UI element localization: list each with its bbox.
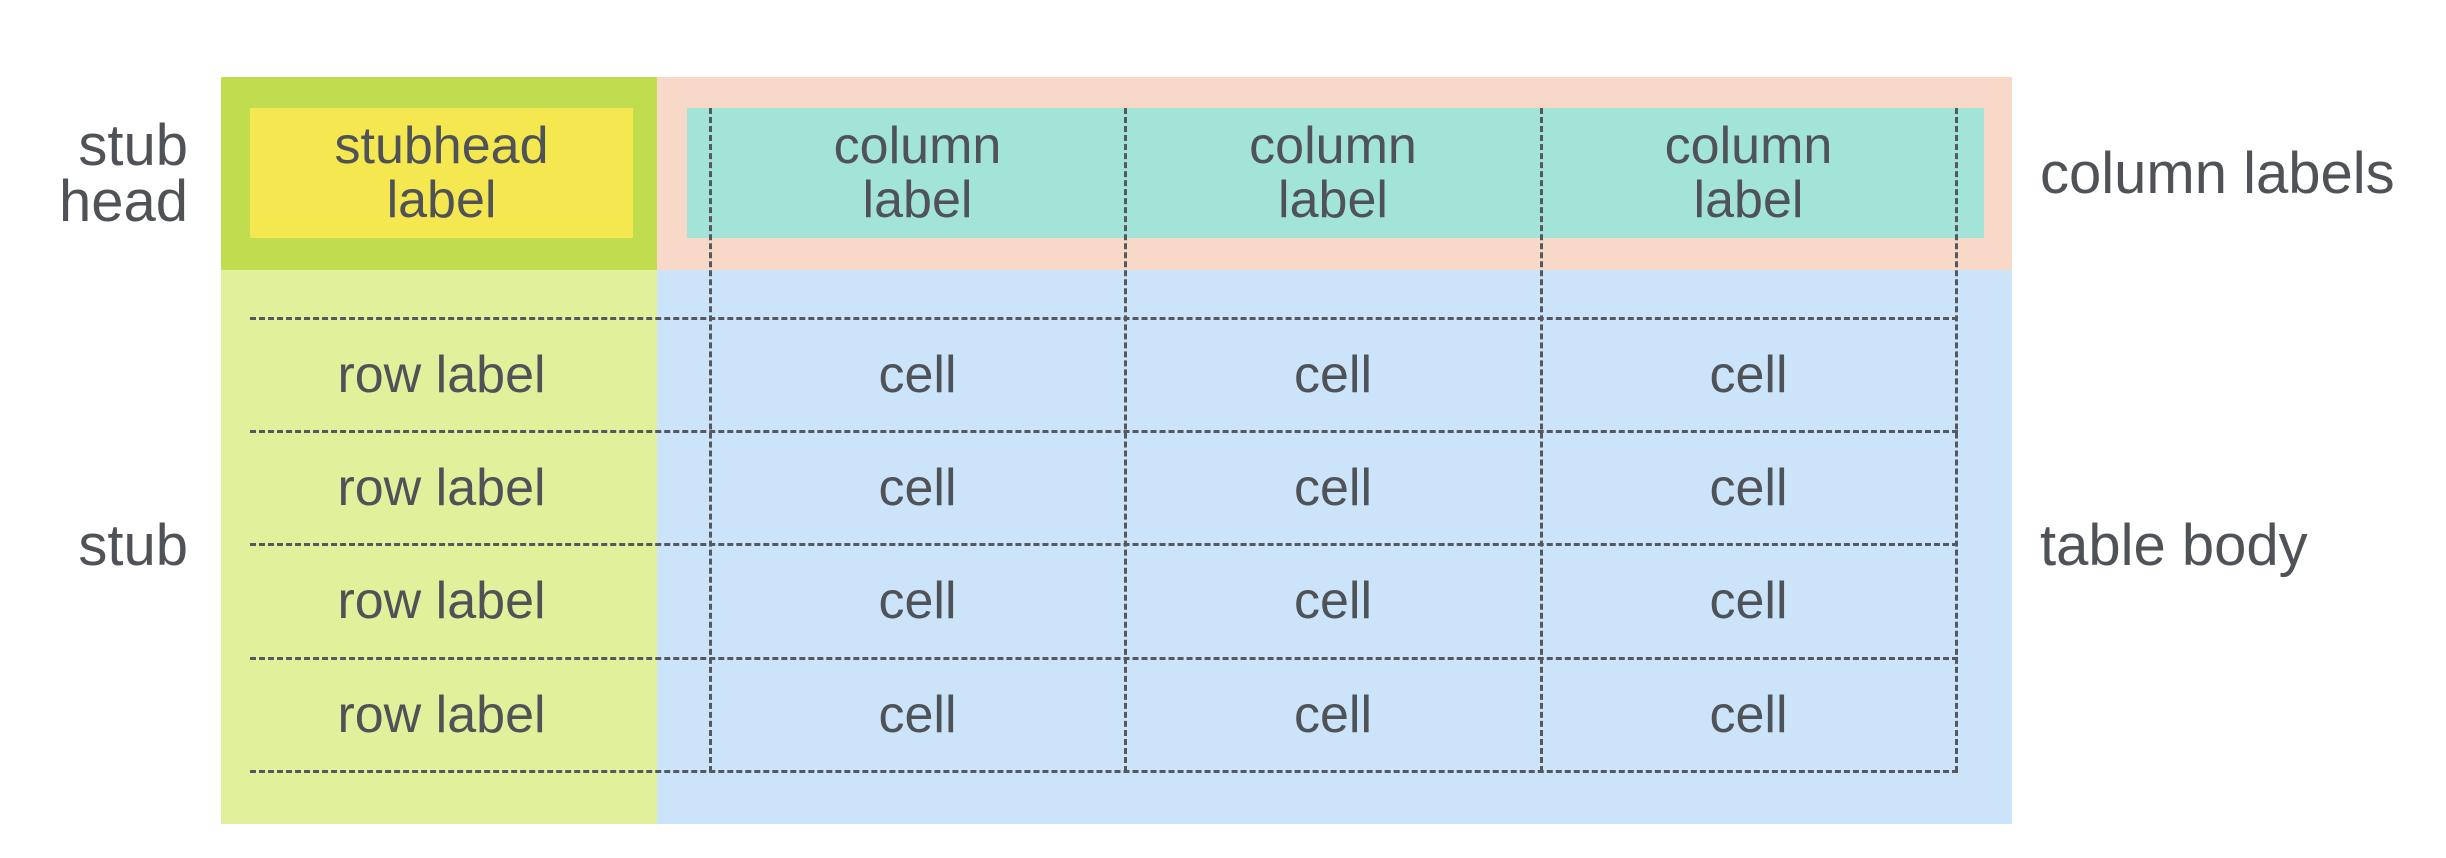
column-rule-0 bbox=[709, 108, 712, 772]
column-label-band bbox=[687, 108, 1984, 238]
stubhead-label: stubhead label bbox=[334, 117, 549, 229]
cell-r3-c3: cell bbox=[1709, 572, 1788, 630]
cell-r2-c2: cell bbox=[1293, 458, 1373, 517]
column-rule-1 bbox=[1124, 108, 1127, 772]
row-rule-2 bbox=[250, 543, 1958, 546]
column-rule-3 bbox=[1955, 108, 1958, 772]
cell-r2-c1: cell bbox=[878, 458, 957, 517]
row-rule-4 bbox=[250, 770, 1958, 773]
stub-region bbox=[221, 270, 657, 824]
cell-r1-c1: cell bbox=[878, 345, 957, 404]
column-label-1: column label bbox=[833, 117, 1002, 229]
cell-r4-c1: cell bbox=[878, 685, 957, 744]
cell-r3-c1: cell bbox=[878, 572, 957, 630]
row-label-1: row label bbox=[337, 345, 546, 404]
column-rule-2 bbox=[1540, 108, 1543, 772]
table-body-region bbox=[657, 270, 2012, 824]
column-labels-annotation: column labels bbox=[2040, 141, 2395, 206]
cell-r4-c3: cell bbox=[1709, 685, 1788, 744]
cell-r4-c2: cell bbox=[1293, 685, 1373, 744]
row-rule-3 bbox=[250, 657, 1958, 660]
stub-annotation: stub bbox=[78, 513, 188, 578]
cell-r1-c3: cell bbox=[1709, 345, 1788, 404]
row-rule-1 bbox=[250, 430, 1958, 433]
cell-r3-c2: cell bbox=[1293, 572, 1373, 630]
stubhead-label-box bbox=[250, 108, 633, 238]
column-label-3: column label bbox=[1664, 117, 1833, 229]
row-label-4: row label bbox=[337, 685, 546, 744]
row-label-2: row label bbox=[337, 458, 546, 517]
stub-head-annotation: stub head bbox=[58, 113, 188, 234]
row-rule-0 bbox=[250, 317, 1958, 320]
row-label-3: row label bbox=[337, 572, 546, 630]
cell-r1-c2: cell bbox=[1293, 345, 1373, 404]
cell-r2-c3: cell bbox=[1709, 458, 1788, 517]
table-body-annotation: table body bbox=[2040, 513, 2308, 578]
column-label-2: column label bbox=[1249, 117, 1417, 229]
